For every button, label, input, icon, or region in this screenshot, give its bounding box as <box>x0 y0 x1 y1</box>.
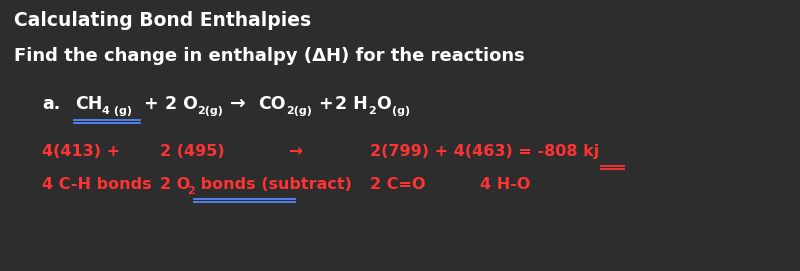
Text: bonds (subtract): bonds (subtract) <box>195 177 352 192</box>
Text: →: → <box>230 94 246 113</box>
Text: a.: a. <box>42 95 60 113</box>
Text: 2 O: 2 O <box>160 177 190 192</box>
Text: 4(413) +: 4(413) + <box>42 144 120 159</box>
Text: CO: CO <box>258 95 286 113</box>
Text: →: → <box>288 142 302 160</box>
Text: Calculating Bond Enthalpies: Calculating Bond Enthalpies <box>14 11 311 30</box>
Text: +: + <box>143 95 158 113</box>
Text: 2 H: 2 H <box>335 95 368 113</box>
Text: (g): (g) <box>110 106 132 116</box>
Text: 4 H-O: 4 H-O <box>480 177 530 192</box>
Text: O: O <box>376 95 390 113</box>
Text: 2(g): 2(g) <box>197 106 223 116</box>
Text: 2 O: 2 O <box>165 95 198 113</box>
Text: 2(799) + 4(463) = -808 kj: 2(799) + 4(463) = -808 kj <box>370 144 599 159</box>
Text: 4 C-H bonds: 4 C-H bonds <box>42 177 152 192</box>
Text: 2 C=O: 2 C=O <box>370 177 426 192</box>
Text: +: + <box>318 95 333 113</box>
Text: 2 (495): 2 (495) <box>160 144 225 159</box>
Text: 2(g): 2(g) <box>286 106 312 116</box>
Text: Find the change in enthalpy (ΔH) for the reactions: Find the change in enthalpy (ΔH) for the… <box>14 47 525 65</box>
Text: CH: CH <box>75 95 102 113</box>
Text: 4: 4 <box>102 106 110 116</box>
Text: (g): (g) <box>392 106 410 116</box>
Text: 2: 2 <box>187 186 194 196</box>
Text: 2: 2 <box>368 106 376 116</box>
